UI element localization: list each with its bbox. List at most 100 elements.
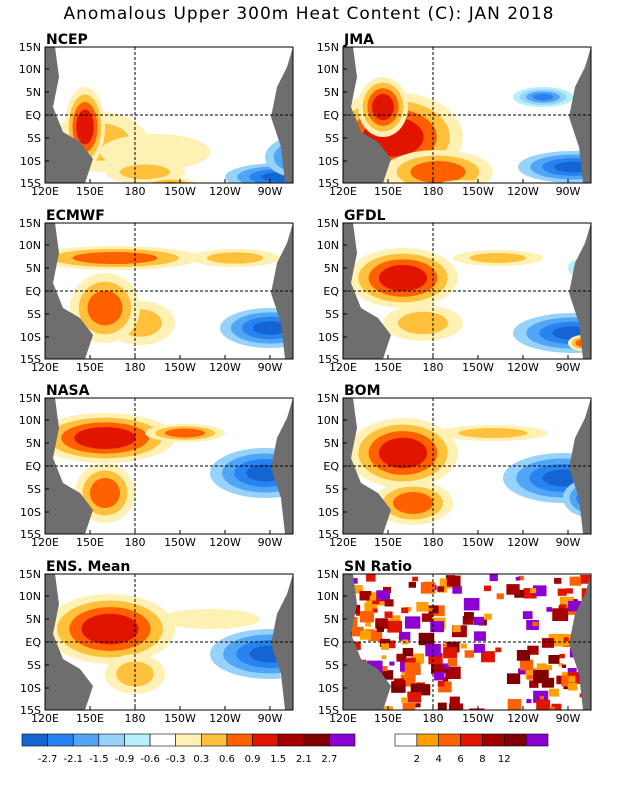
sn-ratio-cell: [375, 618, 389, 629]
sn-ratio-cell: [527, 645, 539, 655]
sn-ratio-cell: [428, 607, 434, 612]
sn-ratio-cell: [443, 647, 458, 659]
lon-tick-label: 120E: [329, 712, 357, 725]
lat-tick-label: 5S: [27, 483, 41, 496]
warm-anomaly-blob: [372, 93, 394, 121]
sn-ratio-cell: [446, 641, 460, 653]
lat-tick-label: 10S: [20, 331, 41, 344]
sn-ratio-cell: [561, 675, 576, 687]
sn-ratio-cell: [360, 630, 371, 640]
sn-ratio-cell: [389, 661, 395, 666]
sn-ratio-cell: [506, 673, 521, 685]
sn-ratio-cell: [576, 673, 582, 678]
cold-anomaly-blob: [291, 153, 293, 161]
sn-ratio-cell: [552, 608, 569, 622]
lon-tick-label: 150W: [462, 361, 494, 374]
lon-tick-label: 150E: [76, 361, 104, 374]
sn-ratio-cell: [447, 658, 458, 667]
lon-tick-label: 90W: [258, 536, 283, 549]
sn-ratio-cell: [364, 602, 378, 613]
warm-anomaly-blob: [458, 428, 528, 438]
colorbar-label: -0.9: [115, 754, 135, 765]
panel-title: NCEP: [46, 32, 88, 48]
sn-ratio-cell: [518, 575, 524, 581]
lon-tick-label: 180: [423, 361, 444, 374]
lon-tick-label: 180: [125, 361, 146, 374]
lat-tick-label: 5S: [27, 132, 41, 145]
sn-ratio-cell: [407, 691, 422, 703]
cold-anomaly-blob: [291, 669, 293, 679]
land-mask-west: [45, 223, 93, 359]
lon-tick-label: 150E: [76, 185, 104, 198]
lat-tick-label: 15N: [317, 41, 339, 54]
sn-ratio-cell: [416, 684, 431, 696]
sn-ratio-cell: [352, 585, 363, 594]
lat-tick-label: EQ: [323, 460, 339, 473]
sn-ratio-cell: [428, 605, 439, 614]
sn-ratio-cell: [389, 615, 401, 625]
sn-ratio-cell: [443, 663, 450, 669]
lon-tick-label: 120E: [329, 361, 357, 374]
sn-ratio-cell: [442, 677, 449, 682]
lon-tick-label: 150E: [374, 536, 402, 549]
lon-tick-label: 150E: [374, 712, 402, 725]
lat-tick-label: 5N: [26, 86, 41, 99]
sn-ratio-cell: [366, 574, 376, 582]
land-mask-west: [343, 47, 391, 183]
cold-anomaly-blob: [296, 466, 324, 500]
sn-ratio-colorbar: 2 4 6 8 12: [394, 733, 549, 765]
lon-tick-label: 150E: [374, 361, 402, 374]
warm-anomaly-blob: [74, 427, 136, 449]
sn-ratio-cell: [452, 586, 462, 594]
sn-ratio-cell: [569, 576, 581, 586]
lat-tick-label: 15N: [19, 568, 41, 581]
sn-ratio-cell: [536, 663, 547, 672]
lat-tick-label: 15S: [20, 177, 41, 190]
lat-tick-label: 10S: [20, 506, 41, 519]
sn-ratio-cell: [523, 588, 537, 599]
cold-anomaly-blob: [253, 321, 287, 335]
warm-anomaly-blob: [165, 428, 205, 438]
warm-anomaly-blob: [76, 109, 94, 145]
lat-tick-label: 10N: [317, 239, 339, 252]
sn-ratio-cell: [402, 703, 416, 710]
sn-ratio-cell: [568, 676, 576, 682]
sn-ratio-cell: [404, 662, 421, 676]
lat-tick-label: 10S: [318, 682, 339, 695]
lon-tick-label: 90W: [556, 361, 581, 374]
sn-ratio-cell: [496, 593, 504, 600]
sn-ratio-cell: [400, 674, 416, 687]
colorbar-label: 2: [414, 754, 420, 765]
warm-anomaly-blob: [378, 437, 428, 469]
lon-tick-label: 150W: [164, 361, 196, 374]
lon-tick-label: 90W: [556, 712, 581, 725]
lat-tick-label: 10N: [19, 63, 41, 76]
sn-ratio-cell: [381, 670, 394, 680]
warm-anomaly-blob: [206, 252, 264, 264]
colorbar-swatch: [175, 733, 202, 747]
lat-tick-label: EQ: [25, 636, 41, 649]
sn-ratio-cell: [539, 695, 545, 700]
sn-ratio-cell: [558, 663, 563, 667]
sn-ratio-cell: [359, 590, 372, 601]
warm-anomaly-blob: [90, 478, 120, 508]
sn-ratio-cell: [430, 621, 445, 633]
colorbar-label: -1.5: [89, 754, 109, 765]
panel-title: ECMWF: [46, 208, 105, 224]
sn-ratio-cell: [548, 654, 560, 664]
sn-ratio-cell: [464, 650, 474, 658]
sn-ratio-cell: [541, 677, 555, 688]
land-mask-west: [45, 574, 93, 710]
sn-ratio-cell: [355, 612, 361, 616]
sn-ratio-cell: [401, 697, 408, 703]
sn-ratio-cell: [379, 638, 391, 647]
warm-anomaly-blob: [120, 164, 170, 180]
colorbar-swatch: [460, 733, 483, 747]
lon-tick-label: 120W: [209, 361, 241, 374]
land-mask-west: [45, 398, 93, 534]
colorbar-swatch: [277, 733, 305, 747]
